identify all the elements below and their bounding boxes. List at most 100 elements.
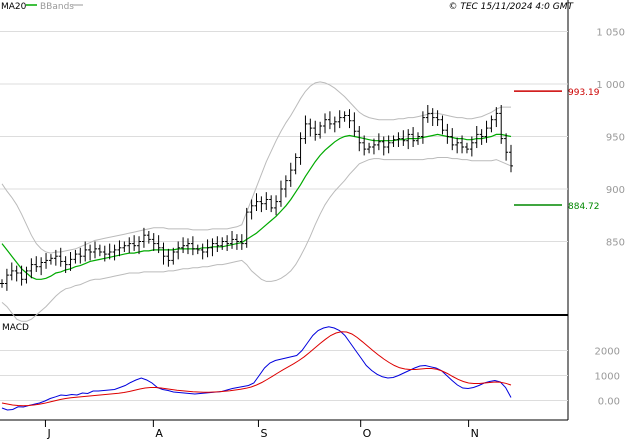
ohlc-bar (464, 142, 469, 154)
month-label: J (46, 427, 50, 440)
month-label: A (155, 427, 163, 440)
ohlc-bar (53, 249, 58, 266)
signal-line (1, 331, 512, 407)
ohlc-bar (48, 254, 53, 265)
ohlc-bar (249, 199, 254, 220)
ohlc-bar (406, 129, 411, 150)
macd-tick-label: 2000 (595, 347, 620, 358)
ohlc-bar (274, 195, 279, 216)
legend-bbands-label: BBands (40, 2, 74, 12)
ohlc-bar (396, 132, 401, 147)
ohlc-bar (254, 193, 259, 212)
ohlc-bar (132, 235, 137, 251)
ohlc-bar (234, 234, 239, 250)
ohlc-bar (411, 127, 416, 147)
ohlc-bar (185, 238, 190, 255)
bb-lower-line (1, 157, 512, 322)
macd-axis-labels: 0.00 1000 2000 (595, 347, 620, 408)
resistance-label: 993.19 (568, 88, 600, 98)
ohlc-bar (29, 258, 34, 279)
ohlc-bar (479, 129, 484, 145)
copyright-text: © TEC 15/11/2024 4:0 GMT (448, 2, 574, 12)
ohlc-bar (303, 115, 308, 144)
macd-title: MACD (2, 323, 29, 333)
ohlc-bar (181, 237, 186, 254)
ohlc-bar (401, 130, 406, 146)
month-label: N (471, 427, 479, 440)
ohlc-bar (450, 128, 455, 151)
ohlc-bar (190, 236, 195, 256)
ohlc-bar (166, 248, 171, 267)
macd-lines (1, 326, 512, 411)
ohlc-bar (73, 249, 78, 264)
ohlc-bar (494, 107, 499, 128)
ohlc-bar (0, 279, 4, 288)
ohlc-bar (445, 123, 450, 144)
ohlc-bar (137, 236, 142, 255)
ohlc-bar (19, 265, 24, 286)
price-tick-label: 850 (606, 238, 625, 249)
ohlc-bar (239, 234, 244, 250)
ohlc-bar (347, 109, 352, 129)
macd-line (1, 326, 512, 411)
ohlc-bar (220, 237, 225, 250)
ohlc-bar (269, 195, 274, 213)
ohlc-bar (117, 240, 122, 257)
ohlc-bar (327, 111, 332, 130)
ohlc-bar (435, 110, 440, 126)
ohlc-bar (24, 266, 29, 284)
price-tick-label: 1 000 (596, 80, 625, 91)
ohlc-bar (474, 126, 479, 149)
ohlc-bar (264, 192, 269, 210)
macd-tick-label: 0.00 (598, 397, 620, 408)
ma20-line (1, 133, 512, 280)
ohlc-bar (200, 243, 205, 260)
support-label: 884.72 (568, 202, 600, 212)
ohlc-bar (416, 132, 421, 145)
ohlc-bar (337, 110, 342, 129)
ohlc-bar (112, 244, 117, 261)
ohlc-bar (205, 239, 210, 258)
ohlc-bar (489, 115, 494, 133)
ohlc-bar (83, 241, 88, 262)
ohlc-bar (230, 231, 235, 249)
bollinger-bands (1, 81, 512, 322)
ohlc-bar (225, 235, 230, 251)
ohlc-bar (4, 268, 9, 291)
ohlc-bar (509, 144, 513, 173)
ohlc-bar (215, 236, 220, 252)
ohlc-bar (278, 180, 283, 207)
ohlc-bar (318, 121, 323, 139)
price-axis-labels: 850 900 950 1 000 1 050 (596, 28, 625, 249)
ohlc-bar (425, 105, 430, 123)
ohlc-bar (391, 135, 396, 147)
ohlc-bar (504, 133, 509, 161)
ohlc-bar (288, 162, 293, 187)
ohlc-bar (34, 256, 39, 272)
ohlc-bar (293, 153, 298, 175)
ohlc-bar (102, 245, 107, 262)
macd-grid (0, 350, 568, 401)
macd-tick-label: 1000 (595, 372, 620, 383)
ohlc-bar (58, 247, 63, 267)
ohlc-bar (362, 135, 367, 156)
ohlc-bar (176, 241, 181, 260)
month-label: O (363, 427, 372, 440)
ohlc-bar (14, 265, 19, 282)
ohlc-bar (455, 137, 460, 154)
price-levels: 993.19 884.72 (514, 88, 600, 212)
ohlc-bar (371, 138, 376, 155)
ohlc-bar (156, 235, 161, 254)
ohlc-bar (210, 238, 215, 257)
ohlc-bar (352, 112, 357, 137)
ohlc-bar (78, 247, 83, 264)
ohlc-bar (122, 241, 127, 252)
ohlc-bar (484, 120, 489, 143)
ohlc-bar (357, 126, 362, 152)
ohlc-bar (39, 257, 44, 276)
ohlc-bar (44, 253, 49, 269)
ohlc-bar (308, 118, 313, 137)
legend-ma20-label: MA20 (1, 2, 27, 12)
